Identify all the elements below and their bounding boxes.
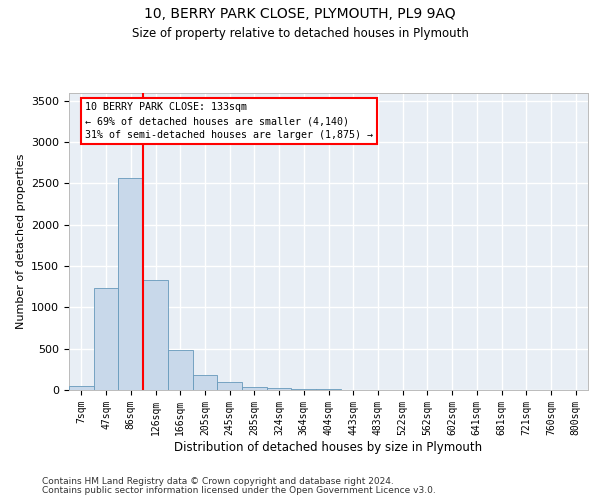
- Text: Contains public sector information licensed under the Open Government Licence v3: Contains public sector information licen…: [42, 486, 436, 495]
- Text: 10 BERRY PARK CLOSE: 133sqm
← 69% of detached houses are smaller (4,140)
31% of : 10 BERRY PARK CLOSE: 133sqm ← 69% of det…: [85, 102, 373, 141]
- Text: 10, BERRY PARK CLOSE, PLYMOUTH, PL9 9AQ: 10, BERRY PARK CLOSE, PLYMOUTH, PL9 9AQ: [144, 8, 456, 22]
- X-axis label: Distribution of detached houses by size in Plymouth: Distribution of detached houses by size …: [175, 440, 482, 454]
- Bar: [143, 280, 168, 390]
- Bar: [118, 178, 143, 390]
- Bar: [292, 389, 316, 390]
- Bar: [94, 288, 118, 390]
- Bar: [267, 388, 292, 390]
- Text: Contains HM Land Registry data © Crown copyright and database right 2024.: Contains HM Land Registry data © Crown c…: [42, 477, 394, 486]
- Y-axis label: Number of detached properties: Number of detached properties: [16, 154, 26, 329]
- Bar: [217, 382, 242, 390]
- Text: Size of property relative to detached houses in Plymouth: Size of property relative to detached ho…: [131, 28, 469, 40]
- Bar: [193, 374, 217, 390]
- Bar: [69, 386, 94, 390]
- Bar: [242, 386, 267, 390]
- Bar: [168, 350, 193, 390]
